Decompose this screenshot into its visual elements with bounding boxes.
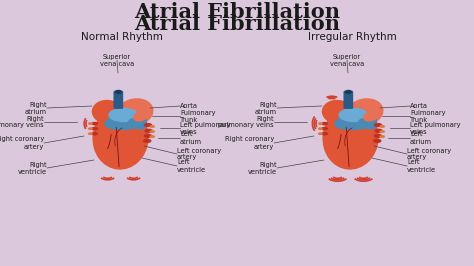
Text: Atrial Fibrillation: Atrial Fibrillation [134, 2, 340, 22]
Ellipse shape [88, 132, 93, 135]
Ellipse shape [88, 122, 93, 125]
Ellipse shape [144, 123, 152, 127]
Text: Atrial Fibrillation: Atrial Fibrillation [134, 14, 340, 34]
Ellipse shape [91, 132, 98, 135]
Text: Right
atrium: Right atrium [255, 102, 277, 114]
FancyBboxPatch shape [344, 91, 353, 109]
Ellipse shape [104, 114, 147, 130]
Ellipse shape [346, 98, 383, 126]
Ellipse shape [374, 129, 383, 133]
Text: Superior
vena cava: Superior vena cava [330, 53, 364, 66]
Text: Left
ventricle: Left ventricle [407, 160, 436, 172]
Ellipse shape [91, 122, 98, 125]
Text: Right
pulmonary veins: Right pulmonary veins [0, 115, 44, 128]
Ellipse shape [91, 127, 98, 130]
Text: Left
atrium: Left atrium [180, 131, 202, 144]
Text: Normal Rhythm: Normal Rhythm [81, 32, 163, 42]
Text: Right
ventricle: Right ventricle [18, 161, 47, 174]
Ellipse shape [318, 122, 323, 125]
Ellipse shape [321, 132, 328, 135]
Text: Right
atrium: Right atrium [25, 102, 47, 114]
Text: Superior
vena cava: Superior vena cava [100, 53, 134, 66]
Text: Pulmonary
Trunk: Pulmonary Trunk [410, 110, 446, 123]
Ellipse shape [149, 135, 155, 138]
Ellipse shape [379, 130, 385, 133]
Text: Left coronary
artery: Left coronary artery [407, 148, 451, 160]
Ellipse shape [373, 139, 382, 143]
Ellipse shape [321, 127, 328, 130]
Ellipse shape [338, 108, 369, 122]
Text: Irregular Rhythm: Irregular Rhythm [308, 32, 396, 42]
Ellipse shape [133, 111, 148, 122]
Ellipse shape [117, 98, 154, 126]
Ellipse shape [149, 130, 155, 133]
Ellipse shape [345, 90, 352, 94]
Text: Left coronary
artery: Left coronary artery [177, 148, 221, 160]
Ellipse shape [363, 111, 378, 122]
Text: Aorta: Aorta [180, 103, 198, 109]
Ellipse shape [144, 129, 153, 133]
Text: Left pulmonary
veins: Left pulmonary veins [180, 122, 230, 135]
FancyBboxPatch shape [114, 91, 123, 109]
Ellipse shape [322, 106, 379, 170]
Ellipse shape [144, 134, 152, 138]
Text: Pulmonary
Trunk: Pulmonary Trunk [180, 110, 216, 123]
Ellipse shape [379, 125, 385, 128]
Ellipse shape [92, 100, 123, 124]
Ellipse shape [322, 100, 354, 124]
Ellipse shape [334, 114, 377, 130]
Ellipse shape [321, 122, 328, 125]
Ellipse shape [115, 90, 122, 94]
Text: Left
atrium: Left atrium [410, 131, 432, 144]
Text: Aorta: Aorta [410, 103, 428, 109]
Ellipse shape [318, 127, 323, 130]
Ellipse shape [128, 118, 148, 130]
Ellipse shape [358, 118, 378, 130]
Text: Right
ventricle: Right ventricle [248, 161, 277, 174]
Text: Right coronary
artery: Right coronary artery [0, 136, 44, 149]
Ellipse shape [143, 139, 152, 143]
Ellipse shape [97, 109, 147, 138]
Ellipse shape [374, 134, 382, 138]
Ellipse shape [149, 125, 155, 128]
Ellipse shape [327, 109, 377, 138]
Ellipse shape [109, 108, 138, 122]
Ellipse shape [318, 132, 323, 135]
Ellipse shape [92, 106, 149, 170]
Text: Left
ventricle: Left ventricle [177, 160, 206, 172]
Ellipse shape [88, 127, 93, 130]
Text: Right coronary
artery: Right coronary artery [225, 136, 274, 149]
Ellipse shape [374, 123, 382, 127]
Ellipse shape [379, 135, 385, 138]
Text: Left pulmonary
veins: Left pulmonary veins [410, 122, 461, 135]
Text: Right
pulmonary veins: Right pulmonary veins [219, 115, 274, 128]
